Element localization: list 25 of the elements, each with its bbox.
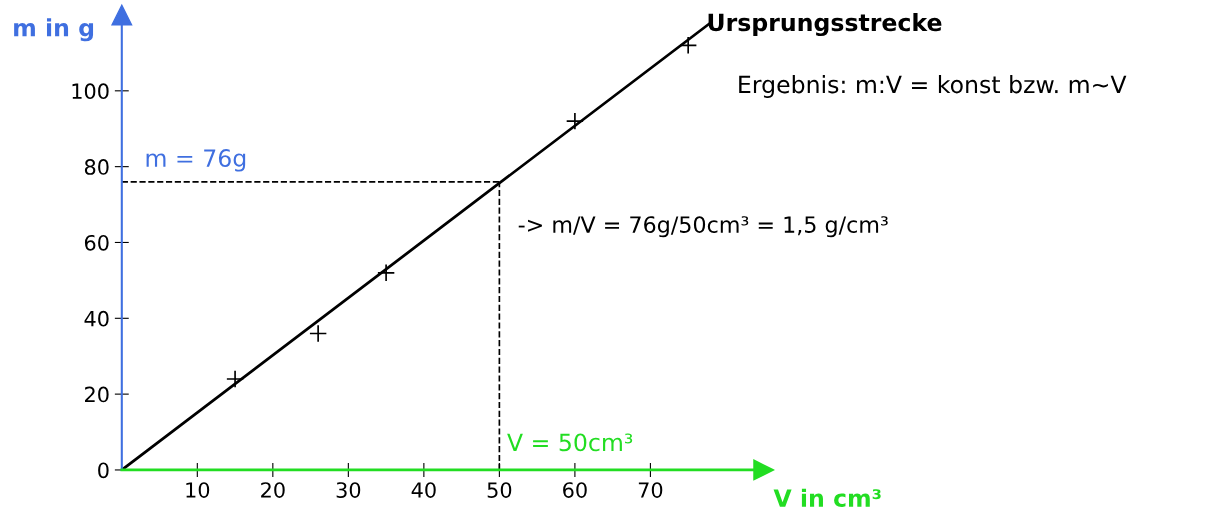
x-tick-label: 50 [487,482,512,498]
x-tick-label: 10 [186,482,210,498]
x-tick-label: 30 [336,482,361,498]
x-tick-label: 40 [411,482,436,498]
x-tick-label: 70 [638,482,663,498]
ref-line-label: m = 76g [146,149,246,172]
point [565,112,584,131]
y-tick-label: 0 [98,462,109,479]
point [309,324,328,343]
x-tick-label: 60 [563,482,587,498]
ref-line-label: V = 50cm³ [507,433,633,452]
x-tick-label: 20 [261,482,285,498]
point [226,369,245,389]
y-axis-title: m in g [14,18,94,42]
y-tick-label: 40 [84,310,109,327]
y-tick-label: 60 [84,234,109,251]
annotation: Ursprungsstrecke [708,13,942,37]
point [377,263,396,282]
annotation: -> m/V = 76g/50cm³ = 1,5 g/cm³ [518,216,888,238]
y-tick-label: 100 [72,83,109,100]
annotation: Ergebnis: m:V = konst bzw. m~V [739,75,1127,98]
point [679,36,698,55]
x-axis-title: V in cm³ [773,488,881,507]
y-tick-label: 80 [84,159,109,175]
y-tick-label: 20 [85,386,109,403]
